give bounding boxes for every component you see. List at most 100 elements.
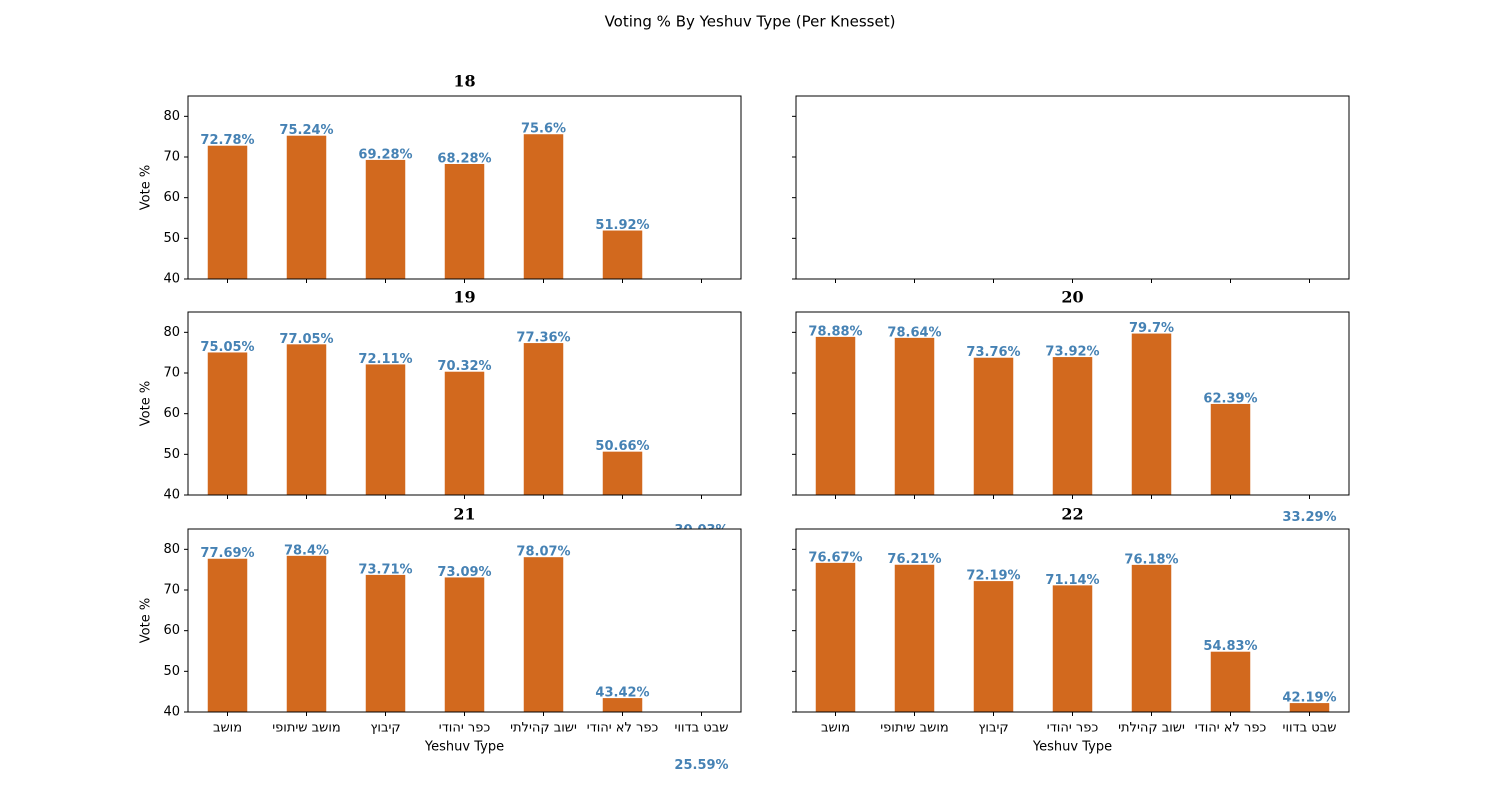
value-label: 71.14% — [1045, 573, 1099, 588]
y-tick-label: 60 — [163, 623, 180, 638]
bar — [286, 555, 327, 712]
bar — [207, 352, 248, 495]
x-tick-label: קיבוץ — [978, 721, 1008, 736]
bar — [602, 698, 643, 712]
x-tick-label: כפר לא יהודי — [1195, 721, 1267, 736]
bar — [973, 357, 1014, 495]
panel: 40 50 60 70 80 19 Vote % 75.05% 77.05% 72.11% 70.3… — [139, 288, 742, 538]
bars — [815, 562, 1330, 712]
bar — [815, 562, 856, 712]
value-label: 50.66% — [595, 439, 649, 454]
panel-title: 21 — [453, 505, 475, 524]
y-axis-label: Vote % — [139, 381, 154, 426]
axes-frame — [795, 311, 1350, 496]
panel-title: 19 — [453, 288, 475, 307]
y-tick-label: 40 — [163, 488, 180, 503]
value-label: 78.88% — [808, 324, 862, 339]
value-label: 72.19% — [966, 569, 1020, 584]
value-label: 62.39% — [1203, 391, 1257, 406]
value-label: 77.36% — [516, 331, 570, 346]
bar — [523, 557, 564, 712]
value-label: 73.92% — [1045, 345, 1099, 360]
bar — [365, 364, 406, 495]
bar — [1210, 403, 1251, 495]
y-tick-label: 80 — [163, 542, 180, 557]
bar — [815, 336, 856, 495]
y-tick-label: 50 — [163, 231, 180, 246]
bar — [207, 145, 248, 279]
value-label: 75.05% — [200, 340, 254, 355]
value-label: 42.19% — [1282, 691, 1336, 706]
value-label: 68.28% — [437, 151, 491, 166]
value-label: 72.11% — [358, 352, 412, 367]
x-axis-label: Yeshuv Type — [1032, 740, 1112, 755]
x-tick-label: שבט בדווי — [675, 721, 729, 736]
value-label: 43.42% — [595, 686, 649, 701]
value-label: 51.92% — [595, 218, 649, 233]
value-label: 69.28% — [358, 147, 412, 162]
axes-frame — [795, 528, 1350, 713]
bar — [207, 558, 248, 712]
axes-frame — [187, 95, 742, 280]
figure-title: Voting % By Yeshuv Type (Per Knesset) — [605, 13, 896, 31]
bar — [602, 451, 643, 495]
value-label: 77.05% — [279, 332, 333, 347]
panel-title: 22 — [1061, 505, 1083, 524]
bar — [444, 163, 485, 279]
x-tick-label: מושב — [821, 721, 850, 736]
y-tick-label: 50 — [163, 447, 180, 462]
value-label: 72.78% — [200, 133, 254, 148]
panel: 40 50 60 70 80 18 Vote % 72.78% 75.24% 69.28% 68.2… — [139, 72, 742, 287]
value-label: 78.64% — [887, 325, 941, 340]
value-label: 73.09% — [437, 565, 491, 580]
panel: מושב מושב שיתופי קיבוץ כפר יהודי ישוב קהילתי… — [139, 505, 742, 773]
y-tick-label: 70 — [163, 583, 180, 598]
bars — [207, 134, 643, 279]
x-tick-label: קיבוץ — [370, 721, 400, 736]
bar — [523, 343, 564, 495]
y-tick-label: 40 — [163, 272, 180, 287]
y-tick-label: 80 — [163, 325, 180, 340]
value-label: 25.59% — [674, 758, 728, 773]
x-tick-label: ישוב קהילתי — [1118, 721, 1185, 736]
value-label: 79.7% — [1129, 321, 1174, 336]
panel: מושב מושב שיתופי קיבוץ כפר יהודי ישוב קהילתי… — [792, 505, 1350, 755]
value-label: 73.76% — [966, 345, 1020, 360]
x-tick-label: כפר לא יהודי — [587, 721, 659, 736]
bar — [1289, 703, 1330, 712]
empty-axes — [795, 95, 1350, 280]
x-tick-label: ישוב קהילתי — [510, 721, 577, 736]
value-label: 33.29% — [1282, 510, 1336, 525]
bar — [1052, 585, 1093, 712]
bar — [365, 574, 406, 712]
panel: 20 78.88% 78.64% 73.76% 73.92% 79.7% 62.39% 33.… — [792, 288, 1350, 525]
bar — [894, 564, 935, 712]
x-tick-label: כפר יהודי — [439, 721, 491, 736]
value-label: 78.07% — [516, 545, 570, 560]
bar — [1131, 564, 1172, 712]
x-tick-label: כפר יהודי — [1047, 721, 1099, 736]
bars — [815, 333, 1251, 495]
bar — [602, 230, 643, 279]
value-label: 75.6% — [521, 122, 566, 137]
bar — [365, 159, 406, 279]
panel-title: 20 — [1061, 288, 1083, 307]
axes-frame — [187, 528, 742, 713]
x-tick-label: מושב שיתופי — [880, 721, 948, 736]
value-label: 77.69% — [200, 546, 254, 561]
axes-frame — [187, 311, 742, 496]
bar — [444, 371, 485, 495]
x-axis-label: Yeshuv Type — [424, 740, 504, 755]
y-tick-label: 50 — [163, 664, 180, 679]
value-label: 76.21% — [887, 552, 941, 567]
bar — [286, 344, 327, 495]
y-tick-label: 70 — [163, 366, 180, 381]
value-label: 73.71% — [358, 562, 412, 577]
bar — [973, 581, 1014, 712]
y-axis-label: Vote % — [139, 165, 154, 210]
y-tick-label: 40 — [163, 705, 180, 720]
y-tick-label: 70 — [163, 150, 180, 165]
bar — [1052, 357, 1093, 495]
y-tick-label: 80 — [163, 109, 180, 124]
